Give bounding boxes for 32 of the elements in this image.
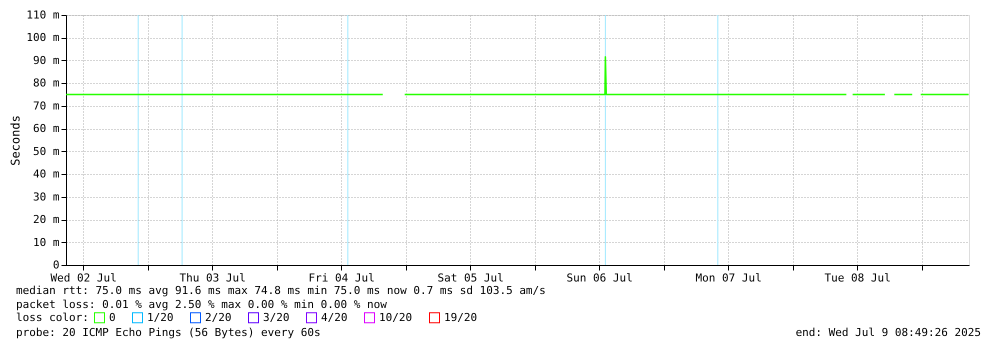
text: end: Wed Jul 9 08:49:26 2025 xyxy=(796,326,981,339)
x-tick-label: Fri 04 Jul xyxy=(308,272,375,284)
text: packet loss: 0.01 % avg 2.50 % max 0.00 % min 0.00 % now xyxy=(16,298,388,311)
text: probe: 20 ICMP Echo Pings (56 Bytes) every 60s xyxy=(16,326,321,339)
y-tick-label: 70 m xyxy=(33,99,60,112)
y-tick-label: 90 m xyxy=(33,54,60,67)
legend-label: 1/20 xyxy=(147,310,174,324)
y-tick-label: 30 m xyxy=(33,190,60,204)
x-tick-label: Wed 02 Jul xyxy=(50,272,117,284)
y-tick-label: 60 m xyxy=(33,122,60,136)
legend-label: 3/20 xyxy=(263,310,290,324)
x-tick-label: Mon 07 Jul xyxy=(695,272,762,284)
legend-label: 2/20 xyxy=(205,310,232,324)
legend-label: 10/20 xyxy=(379,310,412,324)
legend-label: 0 xyxy=(109,310,116,324)
legend-title: loss color: xyxy=(16,311,89,324)
legend-label: 19/20 xyxy=(444,310,478,324)
y-tick-label: 50 m xyxy=(33,144,60,158)
x-tick-label: Sat 05 Jul xyxy=(437,272,504,284)
x-tick-label: Sun 06 Jul xyxy=(566,272,633,284)
x-tick-label: Tue 08 Jul xyxy=(824,272,891,284)
y-tick-label: 80 m xyxy=(33,76,60,90)
y-tick-label: 10 m xyxy=(33,236,60,249)
y-tick-label: 40 m xyxy=(33,168,60,181)
legend-label: 4/20 xyxy=(321,310,348,324)
x-tick-label: Thu 03 Jul xyxy=(179,272,246,284)
y-axis-title: Seconds xyxy=(8,115,22,166)
y-tick-label: 110 m xyxy=(26,8,60,22)
y-tick-label: 100 m xyxy=(26,31,60,44)
text: median rtt: 75.0 ms avg 91.6 ms max 74.8 ms min 75.0 ms now 0.7 ms sd 103.5 am/s xyxy=(16,284,546,297)
y-tick-label: 20 m xyxy=(33,213,60,226)
y-tick-label: 0 xyxy=(52,258,60,272)
